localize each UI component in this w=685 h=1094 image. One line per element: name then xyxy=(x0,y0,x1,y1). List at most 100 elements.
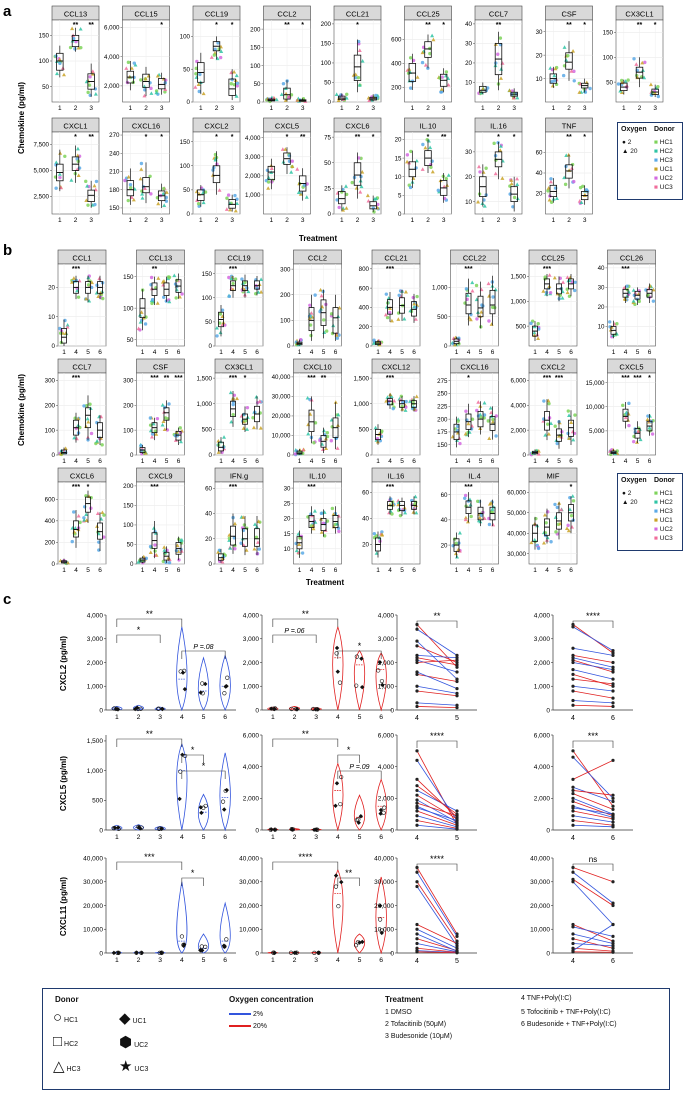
data-point xyxy=(550,79,554,84)
x-tick-label: 3 xyxy=(512,217,516,224)
data-point xyxy=(546,432,551,436)
data-point xyxy=(227,294,231,299)
y-tick-label: 100 xyxy=(123,427,134,434)
legend-a-donor-uc2: ■ UC2 xyxy=(654,175,673,182)
significance-label: P =.09 xyxy=(349,764,369,771)
data-point xyxy=(656,94,661,99)
y-tick-label: 5,000 xyxy=(34,168,50,175)
box xyxy=(369,201,377,210)
facet-title: CCL13 xyxy=(149,254,172,263)
data-point xyxy=(554,530,558,534)
plot-area xyxy=(371,263,421,347)
violin-shape xyxy=(176,742,188,831)
y-tick-label: 0 xyxy=(99,827,103,834)
x-tick-label: 1 xyxy=(533,349,537,356)
pair-line xyxy=(572,673,614,687)
x-tick-label: 2 xyxy=(293,834,297,841)
y-tick-label: 2,000 xyxy=(245,173,261,180)
data-point xyxy=(359,656,364,661)
legend-c-treatment-2: 2 Tofacitinib (50μM) xyxy=(385,1021,447,1028)
data-point xyxy=(325,519,330,523)
data-point xyxy=(379,678,385,684)
data-point xyxy=(611,939,615,943)
significance-label: * xyxy=(654,22,657,29)
data-point xyxy=(572,288,577,293)
x-tick-label: 4 xyxy=(388,567,392,574)
data-point xyxy=(359,184,364,189)
data-point xyxy=(570,494,575,498)
data-point xyxy=(571,870,575,874)
data-point xyxy=(337,333,341,337)
data-point xyxy=(571,799,575,804)
data-point xyxy=(133,62,138,67)
data-point xyxy=(177,558,181,562)
y-tick-label: 20 xyxy=(284,516,291,523)
y-tick-label: 40 xyxy=(465,21,472,28)
x-tick-label: 5 xyxy=(455,715,459,722)
pair-line xyxy=(572,626,614,651)
data-point xyxy=(486,281,491,286)
data-point xyxy=(415,658,419,662)
data-point xyxy=(378,807,384,813)
data-point xyxy=(420,50,425,55)
x-tick-label: 3 xyxy=(653,105,657,112)
y-tick-label: 2,000 xyxy=(243,660,260,667)
x-tick-label: 4 xyxy=(310,567,314,574)
data-point xyxy=(54,160,59,165)
data-point xyxy=(162,427,167,432)
data-point xyxy=(498,144,503,148)
y-tick-label: 0 xyxy=(328,99,332,106)
data-point xyxy=(498,36,503,40)
data-point xyxy=(372,338,376,342)
significance-label: *** xyxy=(543,375,551,382)
data-point xyxy=(138,176,143,181)
data-point xyxy=(224,207,229,211)
data-point xyxy=(180,292,184,296)
pair-line xyxy=(416,794,458,820)
data-point xyxy=(529,540,534,545)
x-tick-label: 4 xyxy=(467,567,471,574)
data-point xyxy=(231,402,235,407)
data-point xyxy=(116,950,121,956)
data-point xyxy=(571,499,576,503)
significance-bracket xyxy=(416,620,458,628)
x-tick-label: 2 xyxy=(567,105,571,112)
data-point xyxy=(372,197,377,201)
data-point xyxy=(255,540,260,544)
y-tick-label: 1,000 xyxy=(87,768,104,775)
data-point xyxy=(228,546,233,550)
y-tick-label: 100 xyxy=(45,427,56,434)
data-point xyxy=(547,401,551,406)
data-point xyxy=(331,512,336,516)
data-point xyxy=(647,425,652,430)
data-point xyxy=(313,293,317,297)
facet-title: CCL7 xyxy=(72,363,91,372)
y-tick-label: 25 xyxy=(284,500,291,507)
data-point xyxy=(304,195,309,199)
legend-c-treatment-title: Treatment xyxy=(385,995,424,1004)
y-tick-label: 50 xyxy=(606,79,613,86)
facet-title: CXCL9 xyxy=(148,472,172,481)
data-point xyxy=(611,825,615,829)
significance-bracket xyxy=(181,877,204,886)
data-point xyxy=(360,939,365,945)
data-point xyxy=(325,430,330,435)
significance-label: ** xyxy=(345,868,353,878)
violin-shape xyxy=(219,901,231,954)
y-tick-label: 40,000 xyxy=(507,530,526,537)
data-point xyxy=(429,165,433,169)
data-point xyxy=(384,292,389,296)
pair-line xyxy=(572,947,614,952)
data-point xyxy=(403,289,408,294)
data-point xyxy=(330,331,335,336)
data-point xyxy=(377,660,383,665)
data-point xyxy=(611,922,615,927)
y-tick-label: 30 xyxy=(465,41,472,48)
data-point xyxy=(354,817,360,823)
x-tick-label: 2 xyxy=(137,834,141,841)
y-tick-label: 10 xyxy=(465,199,472,206)
data-point xyxy=(562,45,567,49)
